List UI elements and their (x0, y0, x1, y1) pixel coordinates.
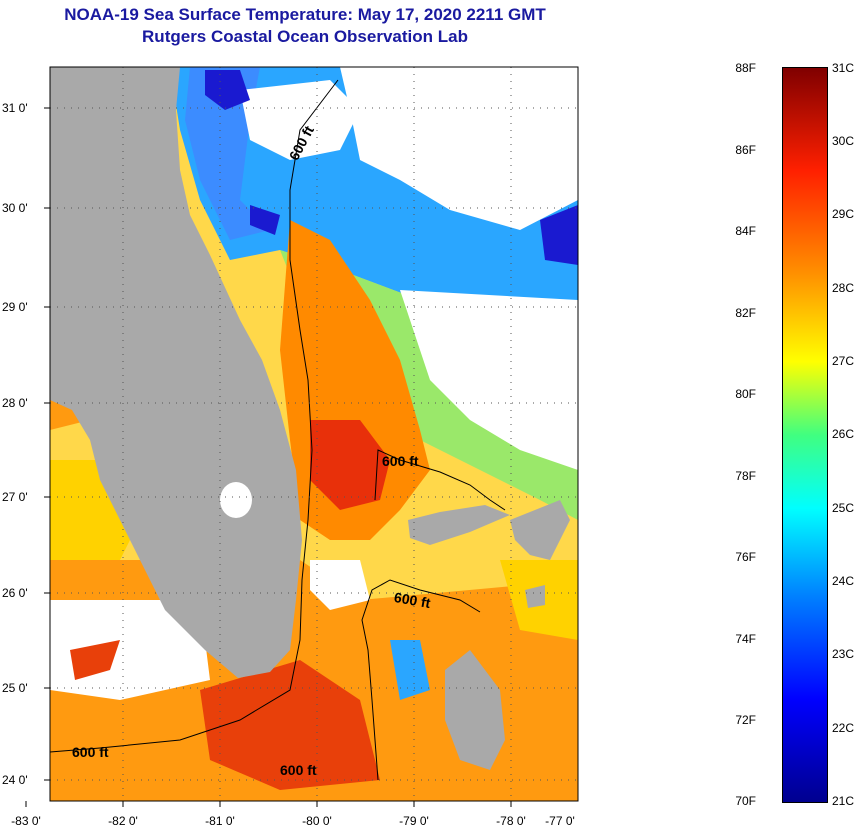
lon-label: -80 0' (302, 814, 332, 828)
lat-label: 31 0' (2, 101, 28, 115)
colorbar-f-label: 84F (735, 224, 756, 238)
colorbar-f-label: 78F (735, 469, 756, 483)
contour-600ft-south (361, 579, 481, 781)
colorbar-c-label: 29C (832, 207, 855, 221)
south-hot (200, 660, 380, 790)
cold-patch-3 (250, 205, 280, 235)
florida-land (50, 67, 302, 678)
lat-label: 30 0' (2, 201, 28, 215)
colorbar-f-label: 74F (735, 632, 756, 646)
colorbar-c-label: 31C (832, 61, 855, 75)
colorbar-f-label: 80F (735, 387, 756, 401)
colorbar-c-label: 25C (832, 501, 855, 515)
contour-600ft-main (50, 79, 339, 753)
colorbar-c-label: 24C (832, 574, 855, 588)
colorbar-f-label: 88F (735, 61, 756, 75)
lon-label: -77 0' (545, 814, 575, 828)
lon-label: -81 0' (205, 814, 235, 828)
contour-label-bahamas: 600 ft (382, 453, 419, 469)
lat-label: 29 0' (2, 300, 28, 314)
cold-patch-1 (540, 205, 578, 265)
lon-label: -83 0' (11, 814, 41, 828)
colorbar-c-label: 27C (832, 354, 855, 368)
cool-patch-south (390, 640, 430, 700)
lon-label: -82 0' (108, 814, 138, 828)
contour-label-west: 600 ft (72, 744, 109, 760)
cloud-north (240, 80, 360, 160)
colorbar-c-label: 22C (832, 721, 855, 735)
lat-label: 25 0' (2, 681, 28, 695)
contour-600ft-bahamas (374, 449, 506, 511)
lat-label: 24 0' (2, 773, 28, 787)
colorbar-c-label: 30C (832, 134, 855, 148)
colorbar-f-label: 82F (735, 306, 756, 320)
map-title: NOAA-19 Sea Surface Temperature: May 17,… (64, 5, 546, 24)
colorbar-c-label: 21C (832, 794, 855, 808)
lat-label: 27 0' (2, 490, 28, 504)
gulf-stream-hot (310, 420, 390, 510)
andros (445, 650, 505, 770)
colorbar-c-label: 28C (832, 281, 855, 295)
lake-okeechobee (220, 482, 252, 518)
grand-bahama (408, 505, 510, 545)
cold-patch-2 (205, 70, 250, 110)
berry-islands (525, 585, 545, 608)
map-subtitle: Rutgers Coastal Ocean Observation Lab (142, 27, 468, 46)
temperature-colorbar (782, 67, 828, 803)
plot-frame (49, 66, 579, 802)
colorbar-f-label: 72F (735, 713, 756, 727)
lon-label: -78 0' (496, 814, 526, 828)
cloud-east (400, 290, 578, 470)
contour-label-bottom: 600 ft (280, 762, 317, 778)
cloud-northeast (340, 67, 578, 230)
abaco (510, 500, 570, 560)
lon-label: -79 0' (399, 814, 429, 828)
colorbar-f-label: 70F (735, 794, 756, 808)
axis-ticks (25, 107, 512, 807)
lat-label: 28 0' (2, 396, 28, 410)
colorbar-f-label: 86F (735, 143, 756, 157)
colorbar-f-label: 76F (735, 550, 756, 564)
lat-label: 26 0' (2, 586, 28, 600)
colorbar-c-label: 26C (832, 427, 855, 441)
colorbar-c-label: 23C (832, 647, 855, 661)
cloud-south-1 (310, 560, 370, 610)
hot-patch-west (70, 640, 120, 680)
